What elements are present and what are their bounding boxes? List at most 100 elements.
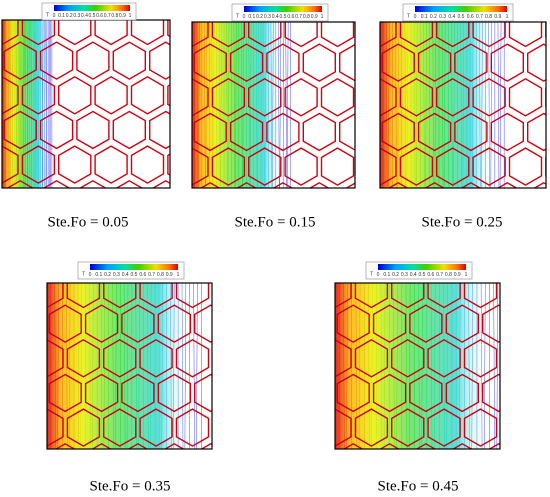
- contour-line: [346, 283, 348, 449]
- fin-hexagon: [148, 110, 170, 150]
- fin-hexagon: [194, 0, 226, 12]
- contour-line: [451, 22, 453, 188]
- contour-line: [404, 22, 407, 188]
- fin-hexagon: [445, 304, 479, 343]
- fin-hexagon: [399, 147, 434, 186]
- fin-hexagon: [193, 112, 227, 152]
- panel: T 0 0.1 0.2 0.3 0.4 0.5 0.6 0.7 0.8 0.9 1 Ste.Fo = 0…: [1, 2, 171, 230]
- fin-hexagon: [121, 304, 155, 343]
- contour-line: [34, 20, 36, 188]
- colorbar-tick: 0.7: [436, 272, 443, 278]
- colorbar-tick: 0.2: [430, 14, 437, 20]
- fin-hexagon: [501, 271, 533, 308]
- colorbar-tick: 1: [465, 272, 468, 278]
- colorbar-tick: 1: [506, 14, 509, 20]
- fin-hexagon: [130, 145, 165, 184]
- fin-hexagon: [445, 373, 479, 413]
- fin-hexagon: [399, 77, 434, 117]
- fin-hexagon: [301, 444, 333, 481]
- colorbar-tick: 0.5: [458, 14, 465, 20]
- fin-hexagon: [3, 110, 37, 150]
- fin-hexagon: [501, 340, 533, 377]
- contour-line: [57, 283, 59, 449]
- fin-hexagon: [66, 283, 101, 309]
- fin-hexagon: [139, 283, 173, 309]
- fin-hexagon: [21, 145, 56, 184]
- fin-hexagon: [301, 236, 333, 273]
- contour-line: [4, 20, 6, 188]
- fin-hexagon: [354, 283, 389, 309]
- contour-line: [226, 22, 228, 188]
- colorbar-tick: 0.6: [287, 14, 294, 20]
- fin-hexagon: [102, 283, 137, 309]
- colorbar-tick: 0.2: [104, 272, 111, 278]
- contour-line: [484, 283, 486, 449]
- fin-hexagon: [266, 43, 300, 82]
- fin-hexagon: [320, 22, 355, 48]
- fin-hexagon: [157, 373, 192, 413]
- fin-hexagon: [346, 0, 378, 12]
- colorbar-tick: 0.1: [248, 14, 255, 20]
- fin-hexagon: [508, 77, 543, 117]
- contour-line: [462, 22, 465, 188]
- fin-hexagon: [391, 338, 425, 378]
- fin-hexagon: [508, 22, 543, 48]
- contour-line: [170, 283, 172, 449]
- fin-hexagon: [84, 304, 119, 343]
- fin-hexagon: [13, 236, 45, 273]
- fin-hexagon: [472, 77, 506, 117]
- fin-hexagon: [283, 409, 315, 446]
- fin-hexagon: [157, 304, 192, 343]
- contour-line: [446, 283, 448, 449]
- colorbar-label: T: [370, 271, 373, 277]
- contour-line: [112, 283, 114, 449]
- colorbar: [90, 264, 178, 270]
- fin-hexagon: [139, 408, 173, 447]
- fin-hexagon: [47, 338, 64, 378]
- colorbar-tick: 0.3: [113, 272, 120, 278]
- fin-hexagon: [427, 408, 461, 447]
- fin-hexagon: [436, 77, 470, 117]
- fin-hexagon: [336, 373, 370, 413]
- colorbar-tick: 0: [243, 14, 246, 20]
- colorbar-tick: 0: [53, 13, 56, 19]
- contour-line: [184, 283, 187, 449]
- contour-line: [393, 283, 395, 449]
- fin-hexagon: [102, 408, 137, 447]
- plot-area: [283, 236, 550, 481]
- plot-area: [2, 20, 170, 188]
- fin-hexagon: [13, 375, 45, 412]
- fin-hexagon: [211, 147, 246, 186]
- fin-hexagon: [140, 79, 172, 116]
- fin-hexagon: [151, 179, 170, 188]
- colorbar-tick: 0.8: [303, 14, 310, 20]
- colorbar-label: T: [236, 13, 239, 19]
- colorbar-tick: 0.9: [494, 14, 501, 20]
- colorbar-tick: 0.7: [476, 14, 483, 20]
- colorbar-tick: 0.7: [148, 272, 155, 278]
- contour-line: [270, 22, 273, 188]
- colorbar-tick: 0.5: [89, 13, 96, 19]
- colorbar-tick: 0.6: [467, 14, 474, 20]
- contour-line: [499, 22, 502, 188]
- colorbar-tick: 0.2: [256, 14, 263, 20]
- colorbar-tick: 0.9: [311, 14, 318, 20]
- colorbar-tick: 0.7: [295, 14, 302, 20]
- colorbar-tick: 0.6: [96, 13, 103, 19]
- fin-hexagon: [472, 22, 506, 48]
- panel: T 0 0.1 0.2 0.3 0.4 0.5 0.6 0.7 0.8 0.9 1 Ste.Fo = 0…: [140, 0, 356, 230]
- fin-hexagon: [284, 147, 318, 186]
- fin-hexagon: [346, 114, 378, 151]
- fin-hexagon: [284, 22, 318, 48]
- fin-hexagon: [283, 271, 315, 308]
- contour-line: [468, 283, 470, 449]
- colorbar-tick: 0.2: [66, 13, 73, 19]
- fin-hexagon: [229, 43, 264, 82]
- fin-hexagon: [48, 304, 82, 343]
- fin-hexagon: [76, 110, 110, 150]
- fin-hexagon: [519, 375, 550, 412]
- fin-hexagon: [195, 236, 227, 273]
- fin-hexagon: [21, 75, 56, 115]
- fin-hexagon: [391, 283, 425, 309]
- fin-hexagon: [231, 236, 263, 273]
